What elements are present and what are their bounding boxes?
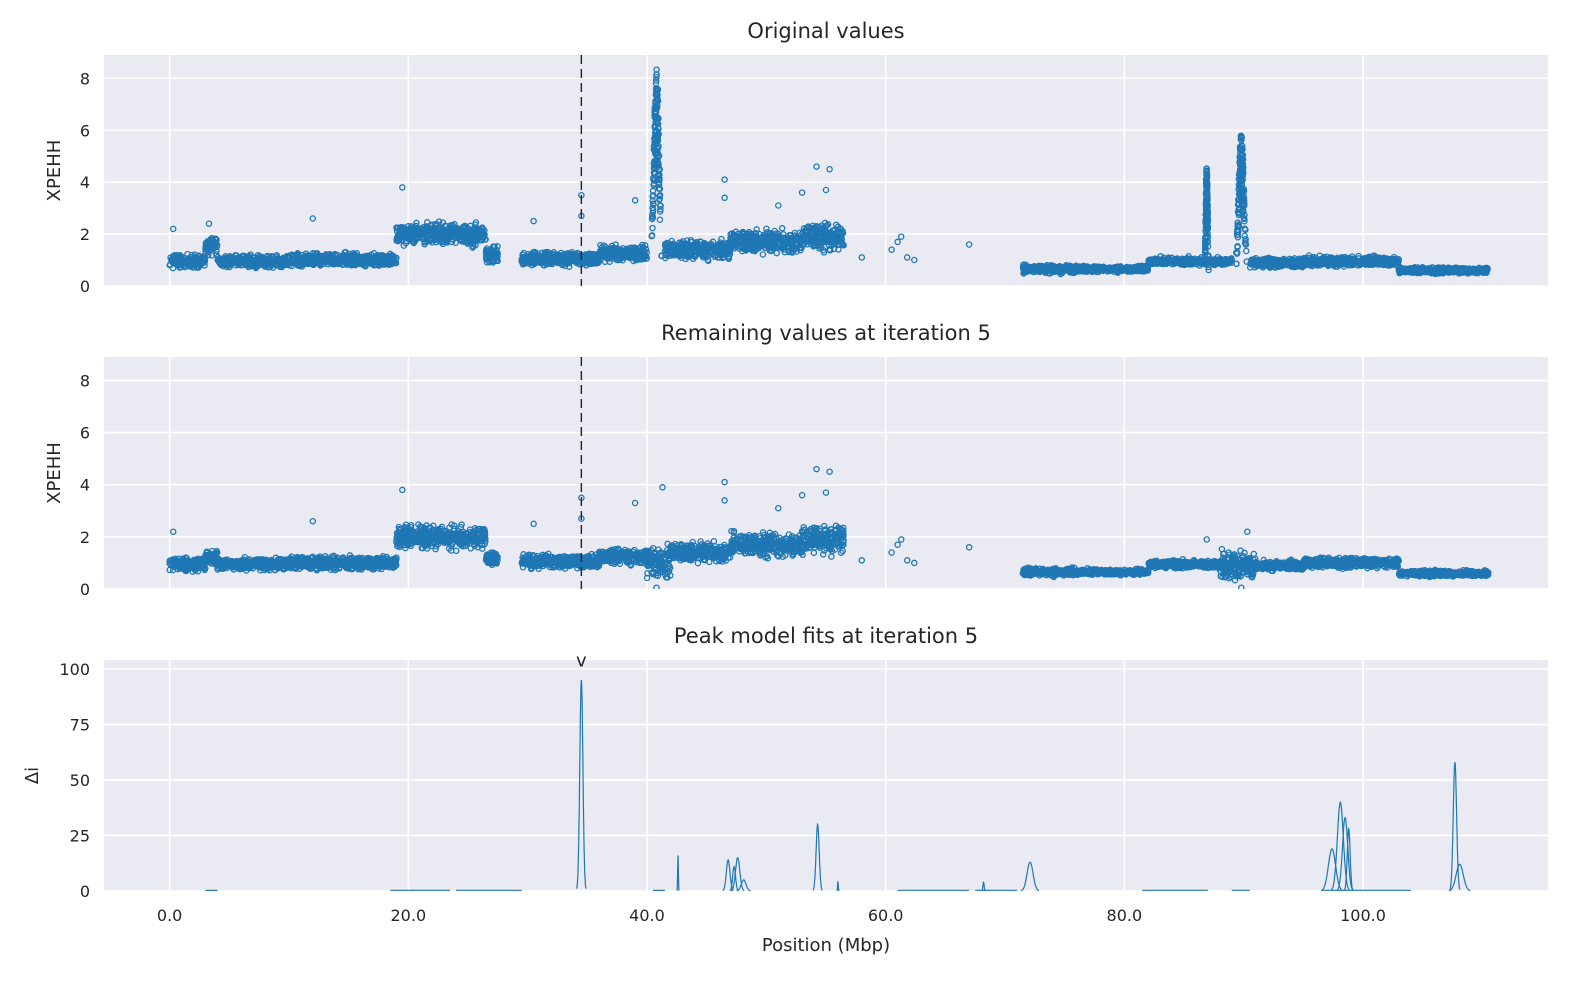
y-tick-label: 4: [80, 173, 90, 192]
y-tick-label: 0: [80, 277, 90, 296]
y-tick-label: 8: [80, 69, 90, 88]
chart-title: Original values: [747, 19, 904, 43]
y-axis-label: XPEHH: [44, 140, 65, 202]
y-tick-label: 6: [80, 121, 90, 140]
chart-panel-1: Original values 0 2 4 6 8 XPEHH: [44, 19, 1548, 296]
y-tick-label: 2: [80, 225, 90, 244]
